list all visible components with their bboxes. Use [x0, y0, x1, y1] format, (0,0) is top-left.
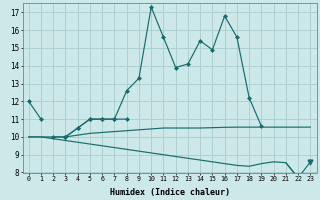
- X-axis label: Humidex (Indice chaleur): Humidex (Indice chaleur): [109, 188, 229, 197]
